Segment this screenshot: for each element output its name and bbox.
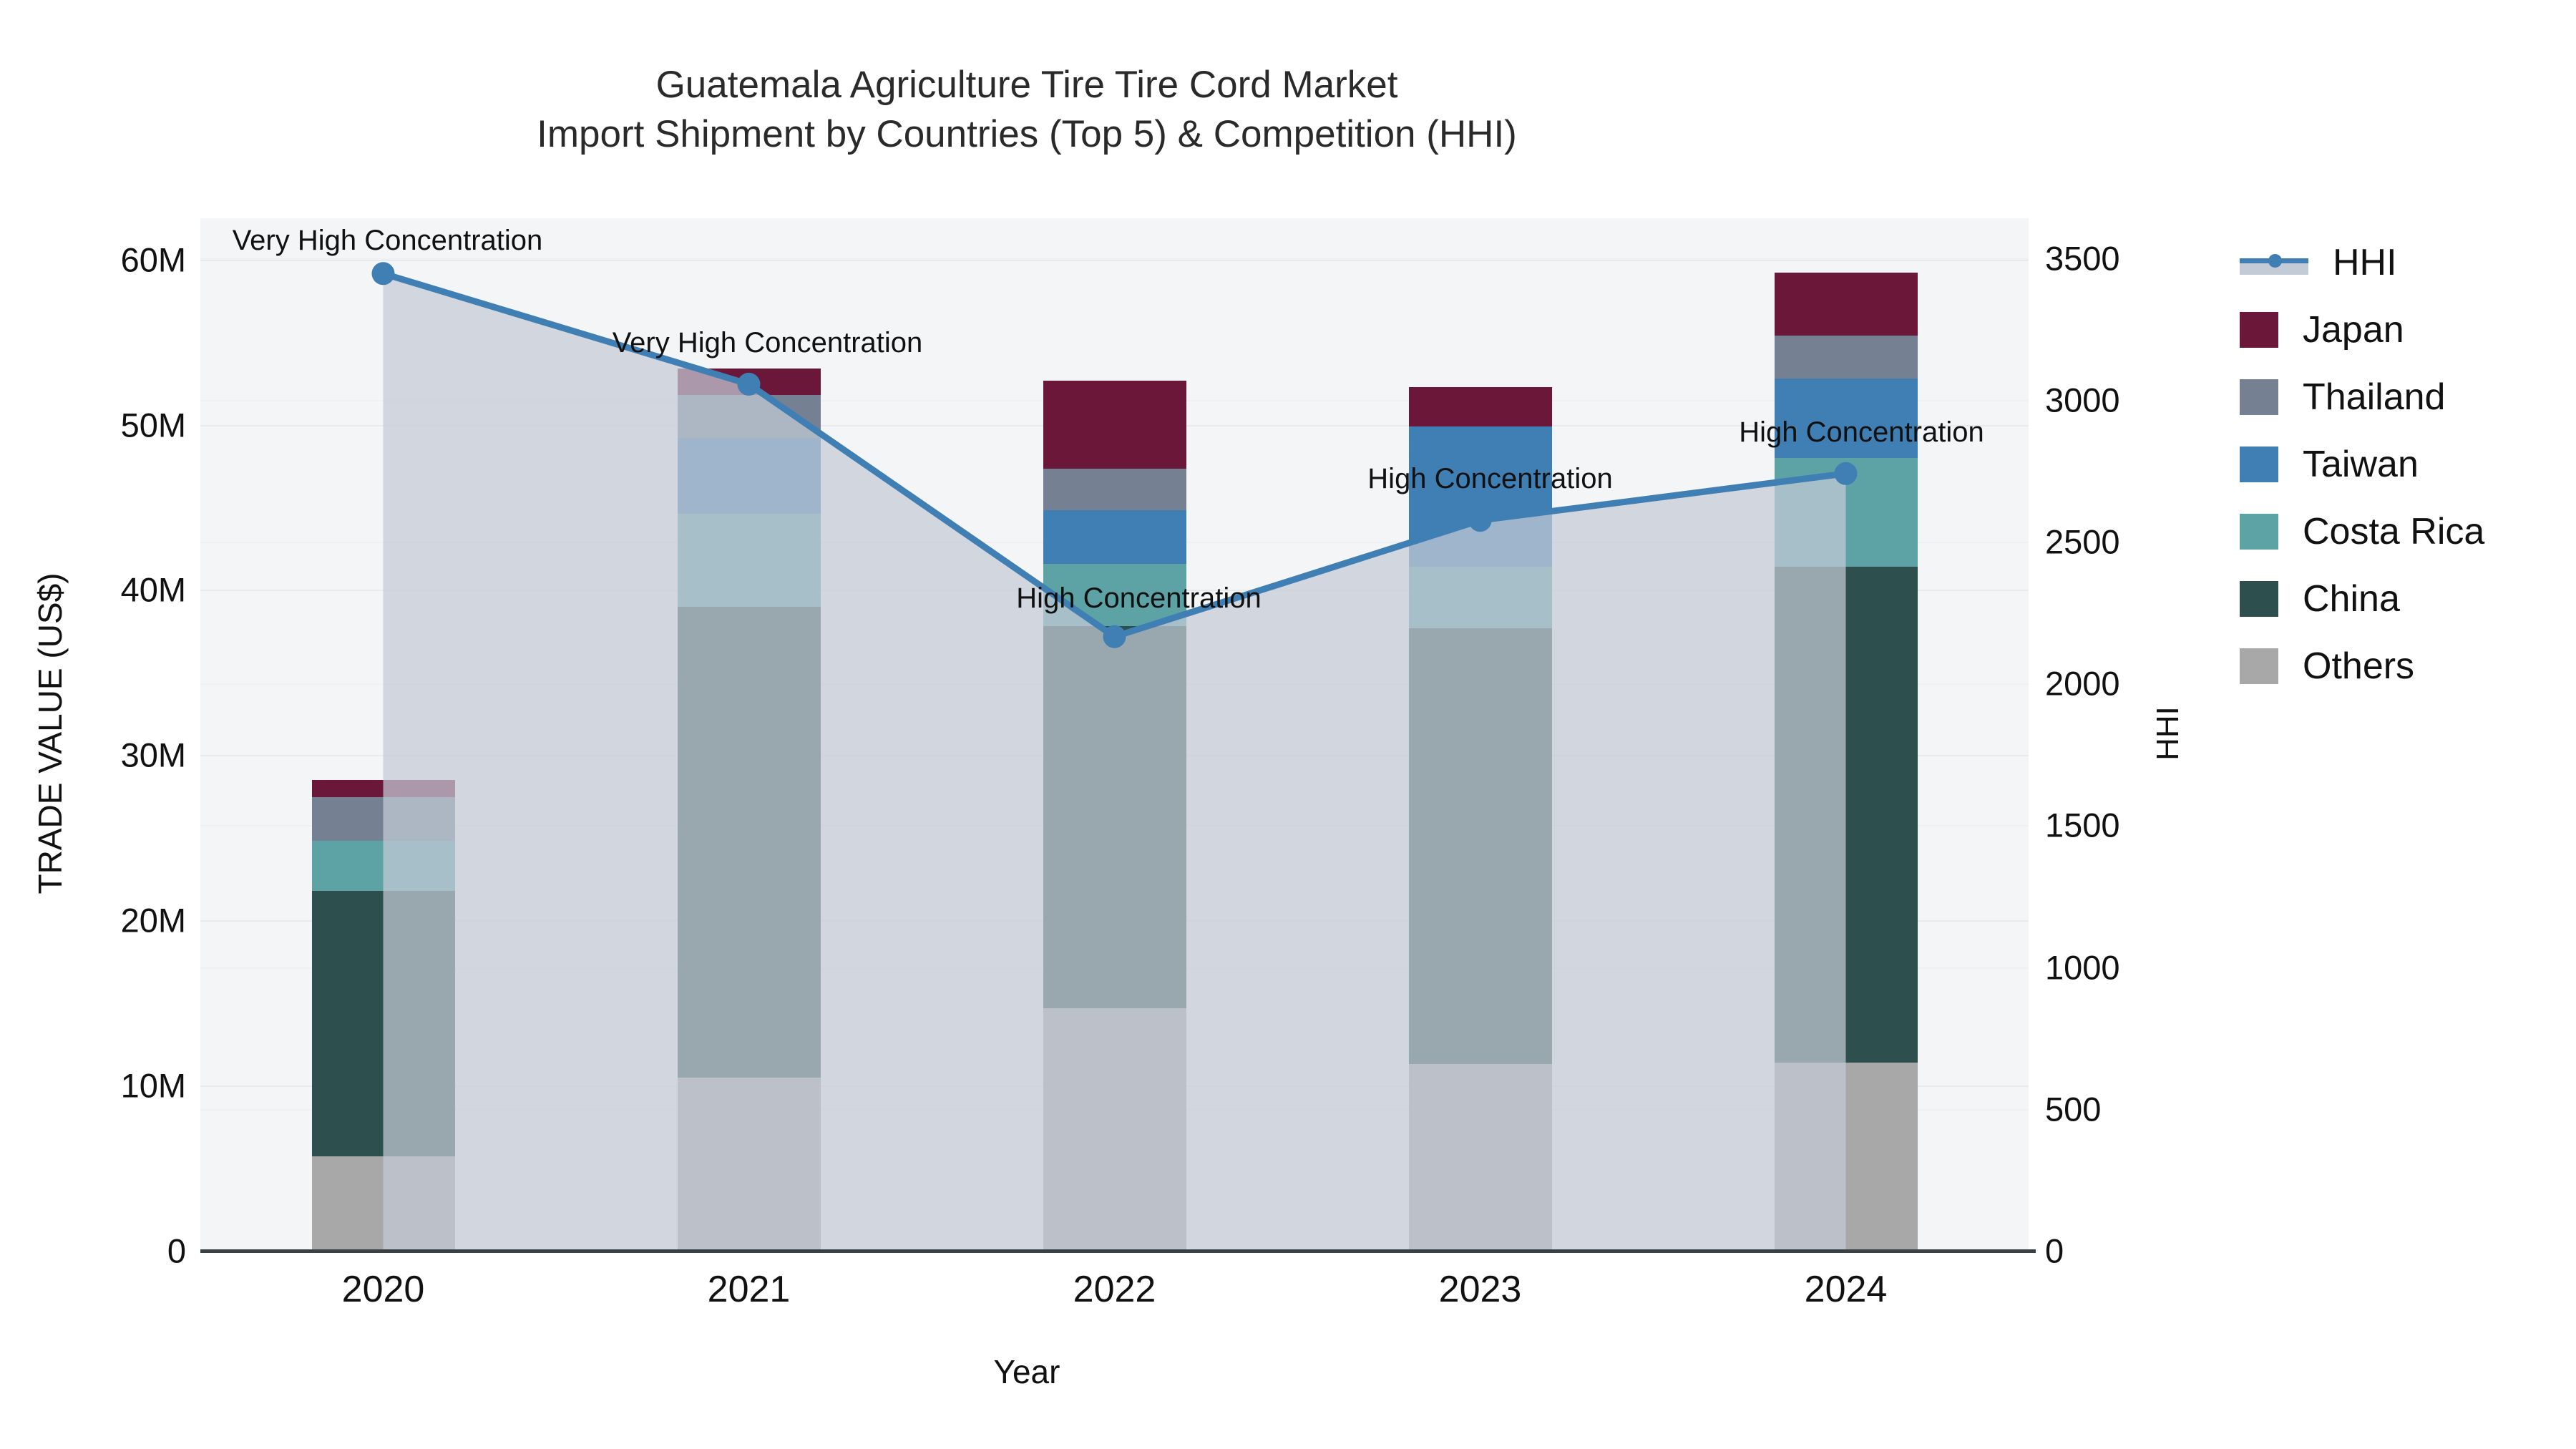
bar-segment-japan[interactable] [1043, 381, 1186, 469]
y-axis-right-tick-label: 500 [2045, 1090, 2102, 1128]
legend-item[interactable]: China [2240, 565, 2576, 633]
y-axis-left-tick-label: 10M [120, 1066, 186, 1105]
y-axis-left-tick-label: 30M [120, 736, 186, 774]
legend: HHI Japan Thailand Taiwan Costa Rica China Oth… [2240, 229, 2576, 700]
y-axis-right-tick-label: 2500 [2045, 522, 2120, 561]
legend-label: China [2303, 578, 2400, 620]
hhi-annotation: Very High Concentration [232, 225, 543, 257]
legend-color-swatch [2240, 581, 2278, 617]
y-axis-left-title: TRADE VALUE (US$) [31, 572, 69, 894]
y-axis-left-tick-label: 0 [167, 1231, 186, 1270]
y-axis-left-tick-label: 40M [120, 570, 186, 609]
legend-item[interactable]: Thailand [2240, 364, 2576, 431]
y-axis-left: 0 10M 20M 30M 40M 50M 60M [0, 0, 187, 1449]
legend-line-dot [2268, 254, 2282, 268]
legend-item[interactable]: Costa Rica [2240, 498, 2576, 565]
legend-item[interactable]: Taiwan [2240, 431, 2576, 498]
legend-color-swatch [2240, 379, 2278, 415]
legend-color-swatch [2240, 648, 2278, 684]
x-axis-line [200, 1249, 2036, 1253]
legend-color-swatch [2240, 514, 2278, 550]
legend-label: Costa Rica [2303, 511, 2485, 552]
y-axis-right-title: HHI [2150, 706, 2185, 761]
x-axis-tick-label: 2022 [1073, 1269, 1156, 1310]
hhi-series [371, 262, 1858, 1251]
bar-segment-taiwan[interactable] [1774, 378, 1918, 458]
legend-line-marker [2240, 245, 2308, 280]
y-axis-left-tick-label: 20M [120, 901, 186, 940]
legend-label: Thailand [2303, 376, 2446, 418]
x-axis-tick-label: 2024 [1804, 1269, 1888, 1310]
hhi-point-marker[interactable] [1468, 509, 1492, 532]
legend-label: Taiwan [2303, 444, 2419, 485]
y-axis-right: 0 500 1000 1500 2000 2500 3000 3500 [2039, 0, 2254, 1449]
y-axis-right-tick-label: 3000 [2045, 381, 2120, 419]
legend-label: Japan [2303, 309, 2404, 351]
y-axis-left-tick-label: 50M [120, 406, 186, 444]
hhi-annotation: High Concentration [1739, 416, 1984, 448]
hhi-annotation: Very High Concentration [612, 326, 923, 358]
hhi-point-marker[interactable] [1834, 462, 1858, 485]
y-axis-left-tick-label: 60M [120, 240, 186, 279]
hhi-point-marker[interactable] [371, 262, 395, 286]
bar-segment-japan[interactable] [1774, 273, 1918, 336]
y-axis-right-tick-label: 1500 [2045, 806, 2120, 844]
legend-label: Others [2303, 645, 2415, 687]
hhi-annotation: High Concentration [1367, 463, 1613, 495]
bar-segment-taiwan[interactable] [1043, 509, 1186, 564]
legend-color-swatch [2240, 447, 2278, 482]
gridline-y [200, 259, 2029, 261]
x-axis-tick-label: 2021 [707, 1269, 791, 1310]
x-axis-tick-label: 2020 [341, 1269, 425, 1310]
legend-item[interactable]: Others [2240, 633, 2576, 700]
hhi-point-marker[interactable] [737, 372, 761, 396]
legend-color-swatch [2240, 312, 2278, 348]
x-axis-title: Year [993, 1353, 1060, 1390]
bar-segment-thailand[interactable] [1774, 335, 1918, 379]
legend-item[interactable]: HHI [2240, 229, 2576, 296]
hhi-annotation: High Concentration [1016, 582, 1262, 614]
y-axis-right-tick-label: 0 [2045, 1231, 2064, 1270]
chart-title-line-2: Import Shipment by Countries (Top 5) & C… [537, 112, 1517, 155]
bar-segment-thailand[interactable] [1043, 468, 1186, 510]
bar-segment-japan[interactable] [1408, 386, 1552, 426]
legend-area-swatch [2240, 263, 2308, 275]
y-axis-right-tick-label: 2000 [2045, 664, 2120, 703]
y-axis-right-tick-label: 1000 [2045, 948, 2120, 987]
hhi-area-fill [383, 273, 1846, 1251]
hhi-point-marker[interactable] [1103, 625, 1126, 648]
chart-title-line-1: Guatemala Agriculture Tire Tire Cord Mar… [655, 64, 1398, 106]
legend-label: HHI [2333, 242, 2397, 283]
legend-item[interactable]: Japan [2240, 296, 2576, 364]
x-axis-tick-label: 2023 [1438, 1269, 1522, 1310]
gridline-y2 [200, 258, 2029, 260]
chart-title: Guatemala Agriculture Tire Tire Cord Mar… [0, 61, 2054, 160]
y-axis-right-tick-label: 3500 [2045, 239, 2120, 277]
